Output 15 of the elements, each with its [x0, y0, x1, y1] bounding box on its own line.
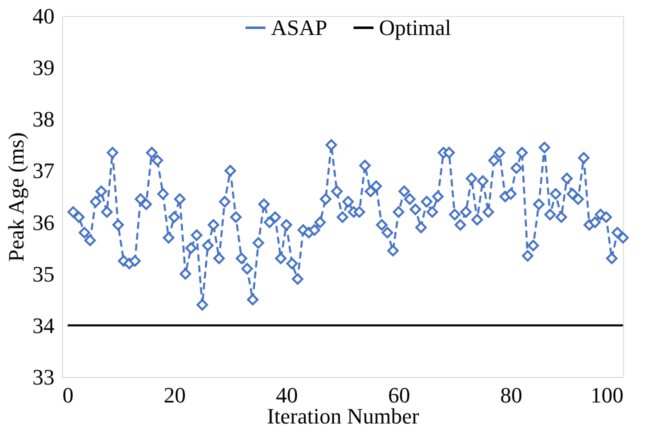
y-tick-label: 38	[32, 106, 54, 132]
y-tick-label: 35	[32, 261, 54, 286]
legend-label: ASAP	[271, 14, 328, 40]
x-tick-label: 20	[164, 382, 186, 408]
y-axis-title: Peak Age (ms)	[4, 132, 28, 262]
y-tick-label: 36	[32, 210, 54, 235]
y-tick-label: 40	[32, 4, 54, 28]
legend-label: Optimal	[379, 14, 452, 40]
y-tick-label: 33	[32, 364, 54, 390]
x-tick-label: 100	[590, 382, 624, 408]
x-tick-label: 80	[500, 382, 522, 408]
y-tick-label: 39	[32, 55, 54, 80]
x-tick-label: 0	[62, 382, 74, 408]
y-tick-label: 34	[32, 312, 54, 338]
y-tick-label: 37	[32, 158, 54, 184]
